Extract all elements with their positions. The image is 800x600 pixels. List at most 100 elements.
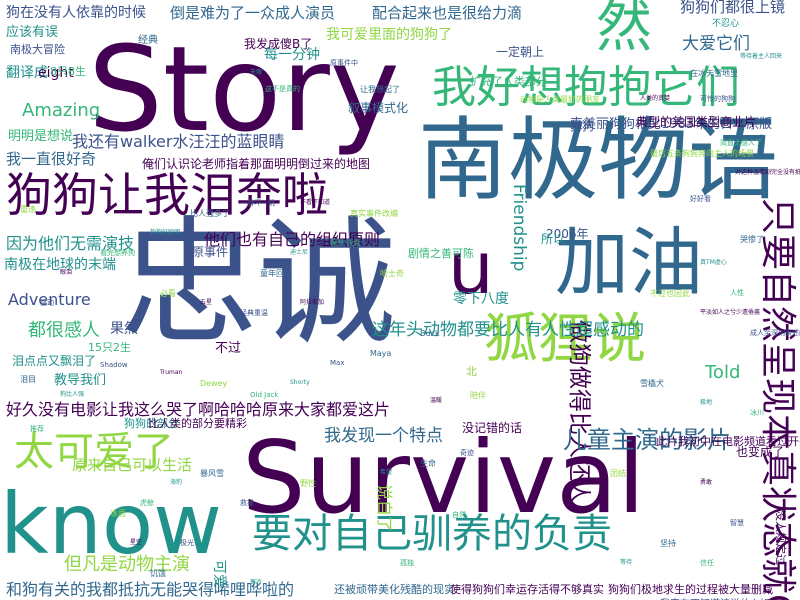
cloud-word: 狗狗让我泪奔啦 [6, 168, 328, 222]
cloud-word: Maya [370, 349, 392, 358]
cloud-word: 不过 [215, 341, 242, 356]
cloud-word: 孤独 [400, 559, 414, 567]
cloud-word: 南极物语 [418, 108, 778, 213]
cloud-word: 狗在没有人依靠的时候 [6, 5, 146, 21]
cloud-word: 雪橇犬 [640, 379, 664, 388]
cloud-word: 星空 [130, 539, 143, 546]
cloud-word: 冰川 [750, 409, 764, 417]
cloud-word: 此片我初中在电影频道看过开头 [656, 435, 800, 448]
cloud-word: 饥饿 [150, 569, 166, 578]
cloud-word: 北 [466, 365, 477, 378]
cloud-word: 大爱它们 [682, 34, 750, 54]
cloud-word: 真美丽狗狗相比1983年的日本原版 [570, 117, 773, 132]
cloud-word: 比人强多了 [190, 209, 230, 218]
cloud-word: 勇敢 [700, 479, 713, 486]
cloud-word: 因为他们无需演技 [6, 234, 135, 253]
cloud-word: Dewey [200, 379, 228, 388]
cloud-word: Shadow [100, 361, 128, 369]
cloud-word: 简直太感人了 [720, 139, 762, 147]
cloud-word: 狗狗好聪明 [150, 229, 181, 236]
cloud-word: Amazing [22, 100, 101, 121]
cloud-word: 也变成了 [736, 445, 785, 459]
cloud-word: 必看 [160, 289, 176, 298]
cloud-word: 眼泪 [60, 269, 73, 276]
cloud-word: 成人至深刻表述的意味 [750, 329, 800, 337]
cloud-word: 叙事模式化 [348, 101, 409, 115]
cloud-word: 等待 [620, 559, 633, 566]
cloud-word: 五星 [200, 299, 213, 306]
cloud-word: 说自了 [375, 484, 394, 533]
cloud-word: 团结 [610, 469, 626, 478]
cloud-word: 海豹 [170, 479, 183, 486]
cloud-word: 感动 [40, 299, 54, 307]
cloud-word: 让我想起了 [360, 85, 400, 94]
cloud-word: 希望 [380, 469, 393, 476]
cloud-word: 我发成傻B了 [244, 37, 313, 51]
cloud-word: 最后五条狗狗奔向主人的场景 [650, 149, 754, 158]
cloud-word: 信任 [700, 559, 714, 567]
cloud-word: 要对自己驯养的负责 [252, 511, 612, 557]
cloud-word: 泪目 [20, 375, 36, 384]
cloud-word: 可爱 [211, 560, 227, 588]
cloud-word: 2006年 [546, 227, 589, 241]
cloud-word: 应该有误 [6, 25, 59, 40]
cloud-word: 坚持 [660, 539, 676, 548]
cloud-word: 童年回忆 [260, 269, 292, 278]
cloud-word: 可怜的狗狗 [700, 95, 735, 103]
cloud-word: 翻译成 [6, 65, 48, 81]
cloud-word: Max [330, 359, 345, 367]
cloud-word: 狗狗们极地求生的过程被大量删减 [608, 583, 773, 596]
cloud-word: 在冰天雪地里 [690, 69, 738, 78]
cloud-word: 我可爱里面的狗狗了 [326, 27, 452, 43]
cloud-word: 都很感人 [28, 320, 100, 341]
cloud-word: 所以 [541, 232, 566, 246]
cloud-word: Shorty [290, 379, 310, 386]
cloud-word: eight [38, 65, 74, 81]
cloud-word: 泪点点又飘泪了 [12, 354, 97, 368]
cloud-word: 他们也有自己的组织原则 [204, 230, 381, 249]
cloud-word: 不看不知道 [300, 199, 331, 206]
cloud-word: 不忍心 [712, 19, 740, 29]
cloud-word: 南极大冒险 [10, 43, 65, 56]
cloud-word: 本能 [260, 469, 273, 476]
cloud-word: 保罗·沃克 [330, 239, 361, 247]
cloud-word: Told [705, 362, 741, 383]
cloud-word: Friendship [509, 184, 529, 272]
cloud-word: 原事件中 [330, 59, 358, 67]
cloud-word: 重逢 [20, 205, 36, 214]
cloud-word: 好好看 [690, 195, 711, 203]
cloud-word: 好久没有电影让我这么哭了啊哈哈哈原来大家都爱这片 [6, 400, 391, 419]
cloud-word: 然 [596, 0, 652, 60]
cloud-word: 还被顽带美化残酷的现实 [334, 583, 455, 596]
cloud-word: 明明是想说 [8, 129, 74, 144]
cloud-word: 野性 [300, 479, 316, 488]
cloud-word: know [0, 475, 222, 573]
cloud-word: 忠诚 [120, 203, 397, 364]
cloud-word: 虎鲸 [140, 499, 154, 507]
cloud-word: 狐狸说 [484, 307, 646, 370]
cloud-word: 一看吓一跳 [240, 199, 275, 207]
cloud-word: 救援 [240, 499, 254, 507]
cloud-word: 经典重温 [240, 309, 268, 317]
cloud-word: 哈士奇 [380, 269, 404, 278]
cloud-word: 陪伴 [470, 391, 486, 400]
cloud-word: 我好想抱抱它们 [432, 62, 740, 113]
cloud-word: 迪士尼 [290, 249, 309, 256]
cloud-word: 等待着主人回来 [740, 53, 783, 60]
cloud-word: 没记错的话 [462, 421, 523, 435]
cloud-word: 扩充了人类部分 [470, 75, 547, 88]
cloud-word: 没人规定过 [774, 510, 787, 565]
cloud-word: 真实事件改编 [350, 209, 398, 218]
cloud-word: 南极在地球的末端 [4, 257, 116, 273]
cloud-word: 剧情之善可陈 [408, 247, 474, 260]
cloud-word: 这年头动物都要比人有人性超感动的 [372, 320, 644, 340]
cloud-word: 我发现一个特点 [324, 426, 443, 446]
cloud-word: 平淡如人之兮少遗倦酱 [700, 309, 761, 316]
cloud-word: 原来自己可以生活 [72, 456, 193, 474]
cloud-word: 狗狗 [570, 119, 595, 133]
cloud-word: 15只2生 [88, 341, 131, 354]
cloud-word: Adventure [8, 290, 91, 309]
cloud-word: 奇迹 [460, 449, 474, 457]
cloud-word: 看完想养狗 [100, 249, 135, 257]
